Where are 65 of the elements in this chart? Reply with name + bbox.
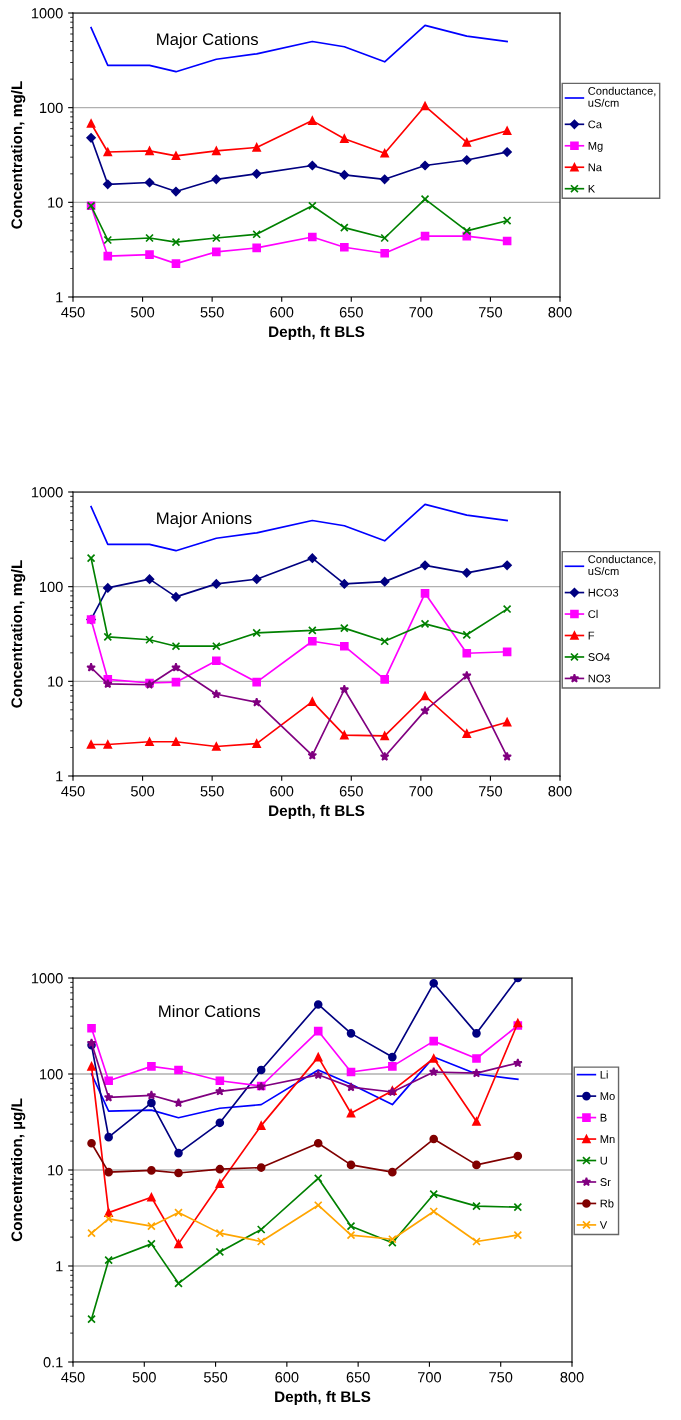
x-axis-title: Depth, ft BLS	[275, 1390, 371, 1406]
legend-label: Mo	[600, 1092, 615, 1101]
x-axis-title: Depth, ft BLS	[269, 804, 365, 820]
text: Minor Cations	[159, 1004, 261, 1018]
x-tick-label: 750	[489, 1372, 513, 1383]
y-tick-label: 100	[40, 102, 63, 114]
x-tick-label: 650	[346, 1372, 370, 1383]
y-tick-label: 0.1	[43, 1357, 63, 1368]
x-tick-label: 800	[560, 1372, 584, 1383]
legend-label: NO3	[588, 674, 611, 683]
x-tick-label: 700	[418, 1372, 442, 1383]
legend-label: Conductance, uS/cm	[588, 554, 656, 576]
legend-label: U	[600, 1156, 607, 1165]
y-tick-label: 1000	[31, 973, 63, 984]
legend-label: K	[588, 184, 596, 193]
x-tick-label: 500	[130, 786, 155, 797]
y-tick-label: 1000	[31, 8, 63, 19]
x-tick-label: 650	[339, 307, 363, 318]
y-axis-title: Concentration, mg/L	[10, 560, 26, 708]
legend-label: HCO3	[588, 588, 619, 597]
legend-label: Rb	[600, 1199, 614, 1208]
y-tick-label: 1	[56, 1261, 63, 1272]
x-tick-label: 700	[409, 307, 433, 318]
y-axis-title: Concentration, µg/L	[10, 1098, 26, 1242]
x-tick-label: 450	[61, 1372, 85, 1383]
legend-label: Cl	[588, 609, 598, 619]
y-tick-label: 1	[56, 292, 63, 303]
legend-label: V	[599, 1221, 608, 1229]
x-tick-label: 500	[130, 307, 155, 318]
x-tick-label: 750	[479, 307, 503, 318]
y-tick-label: 10	[48, 197, 63, 208]
text: Major Anions	[157, 511, 252, 528]
x-tick-label: 650	[339, 786, 363, 797]
x-tick-label: 450	[61, 786, 85, 797]
legend-label: Na	[588, 163, 602, 172]
x-tick-label: 600	[270, 307, 294, 318]
y-tick-label: 1000	[31, 487, 63, 498]
y-tick-label: 100	[40, 581, 63, 593]
legend-label: B	[600, 1113, 607, 1122]
legend-label: SO4	[588, 653, 610, 661]
legend-label: Mg	[588, 142, 603, 152]
x-tick-label: 800	[548, 307, 572, 318]
x-tick-label: 800	[548, 786, 572, 797]
legend-label: Conductance, uS/cm	[588, 86, 656, 107]
y-tick-label: 10	[48, 676, 63, 687]
x-tick-label: 600	[270, 786, 294, 797]
x-tick-label: 750	[479, 786, 503, 797]
text: Major Cations	[157, 32, 258, 49]
legend-label: Ca	[588, 120, 602, 129]
legend-label: F	[588, 631, 595, 640]
x-axis-title: Depth, ft BLS	[269, 325, 365, 341]
legend-label: Sr	[600, 1178, 611, 1186]
x-tick-label: 550	[200, 786, 224, 797]
x-tick-label: 500	[132, 1372, 156, 1383]
x-tick-label: 700	[409, 786, 433, 797]
y-tick-label: 10	[48, 1165, 63, 1176]
y-tick-label: 1	[56, 771, 63, 782]
x-tick-label: 450	[61, 307, 85, 318]
legend-label: Li	[600, 1070, 608, 1079]
legend-label: Mn	[600, 1135, 615, 1143]
x-tick-label: 600	[275, 1372, 299, 1383]
y-axis-title: Concentration, mg/L	[10, 81, 26, 229]
x-tick-label: 550	[203, 1372, 228, 1383]
x-tick-label: 550	[200, 307, 224, 318]
y-tick-label: 100	[40, 1069, 63, 1080]
